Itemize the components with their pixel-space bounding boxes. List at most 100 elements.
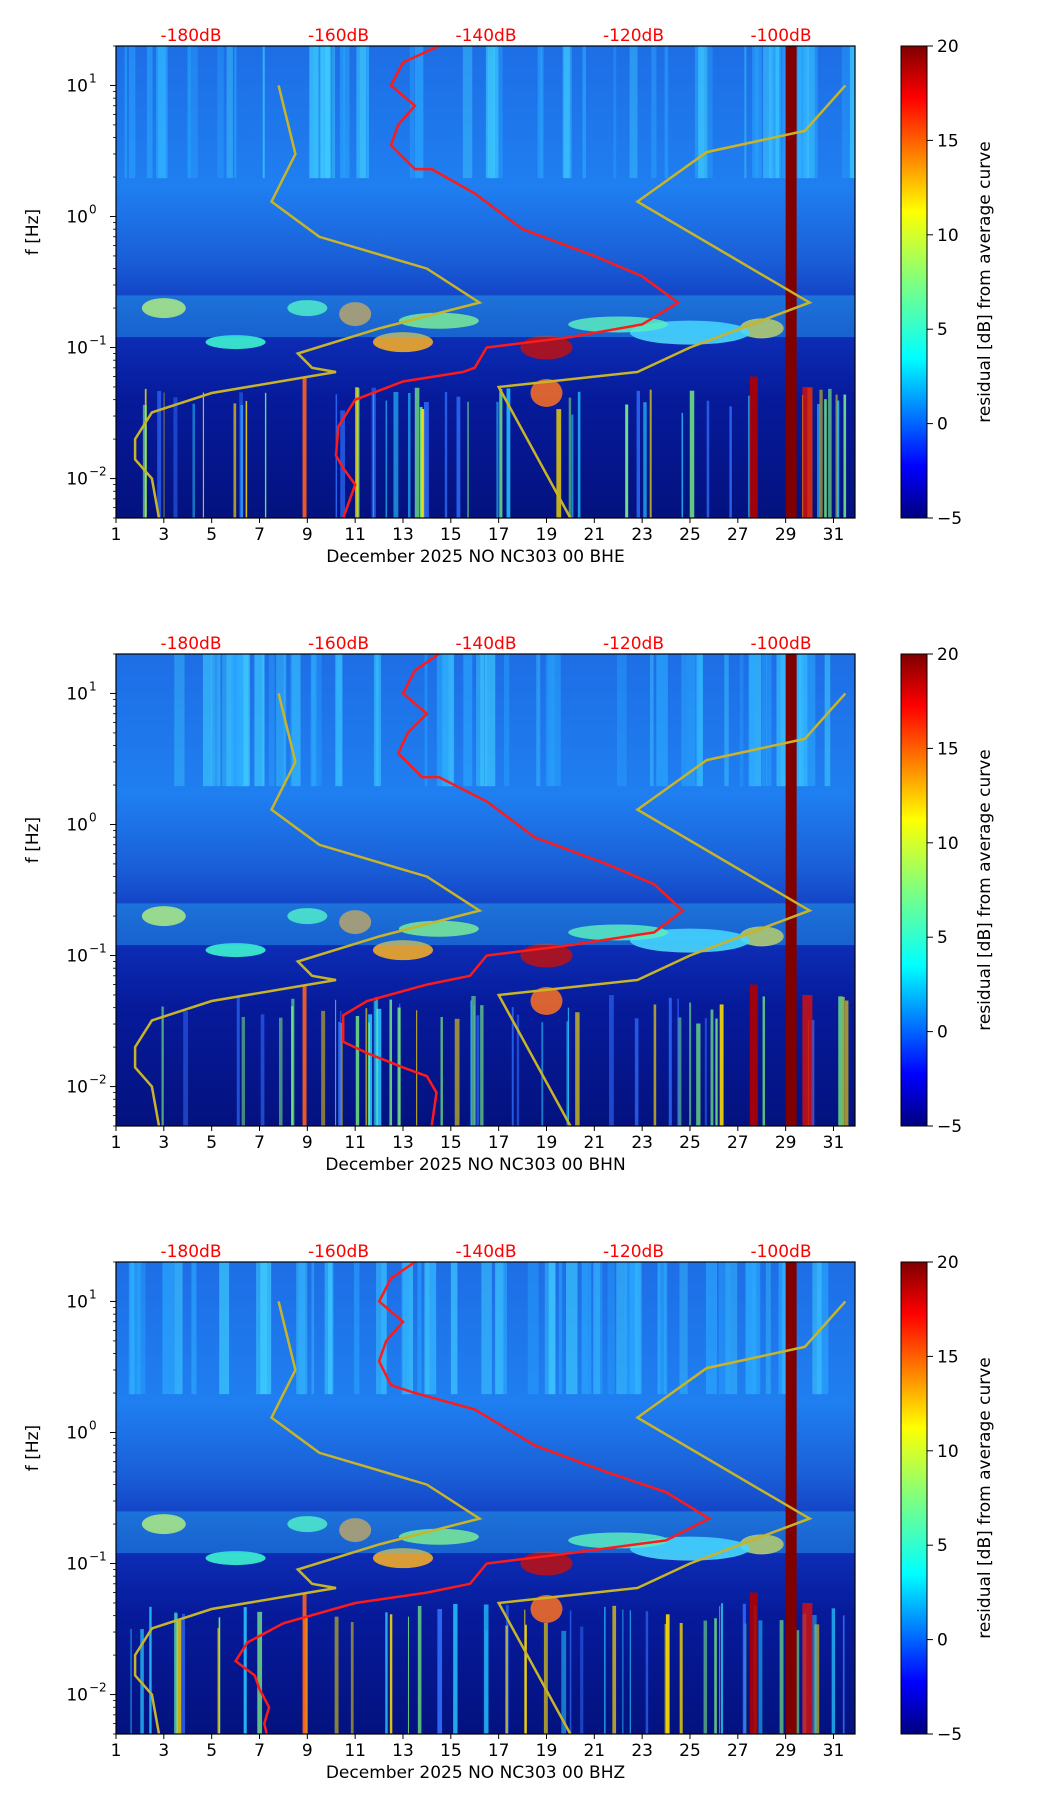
heatmap-stripe (359, 46, 367, 179)
heatmap-stripe (505, 1625, 508, 1734)
heatmap-stripe (192, 403, 196, 518)
heatmap-stripe (483, 1604, 489, 1734)
heatmap-stripe (689, 390, 695, 518)
plot-area (116, 46, 855, 518)
heatmap-stripe (779, 1620, 784, 1734)
heatmap-stripe (665, 1614, 670, 1734)
x-axis-label: December 2025 NO NC303 00 BHN (325, 1155, 625, 1175)
heatmap-stripe (543, 1622, 548, 1734)
y-tick-exponent: −1 (89, 334, 107, 348)
heatmap-stripe (291, 998, 295, 1126)
x-tick-label: 7 (254, 1741, 265, 1761)
heatmap-stripe (707, 46, 713, 179)
heatmap-stripe (331, 46, 336, 179)
heatmap-stripe (425, 1262, 437, 1395)
heatmap-hotspot (372, 332, 433, 353)
x-tick-label: 15 (440, 525, 462, 545)
heatmap-stripe (651, 46, 657, 179)
colorbar-tick-label: 20 (937, 1253, 959, 1273)
db-tick-label: -140dB (455, 26, 516, 46)
heatmap-stripe (650, 654, 654, 787)
heatmap-stripe (604, 1606, 606, 1734)
heatmap-gap-column (802, 994, 813, 1126)
heatmap-stripe (504, 654, 510, 787)
heatmap-stripe (187, 46, 192, 179)
heatmap-hotspot (568, 924, 669, 941)
heatmap-stripe (536, 654, 541, 787)
heatmap-stripe (819, 389, 823, 518)
x-tick-label: 3 (158, 525, 169, 545)
heatmap-stripe (710, 1009, 714, 1126)
heatmap-stripe (581, 1262, 589, 1395)
heatmap-stripe (202, 392, 205, 518)
heatmap-stripe (495, 1262, 504, 1395)
db-tick-label: -100dB (750, 1242, 811, 1262)
db-tick-label: -120dB (603, 634, 664, 654)
heatmap-stripe (645, 1611, 649, 1734)
heatmap-stripe (417, 1605, 422, 1734)
x-tick-label: 23 (631, 525, 653, 545)
x-tick-label: 29 (775, 1741, 797, 1761)
colorbar-tick-label: 5 (937, 928, 948, 948)
heatmap-stripe (357, 388, 360, 518)
y-tick-exponent: 0 (89, 202, 97, 216)
heatmap-stripe (355, 1016, 360, 1126)
heatmap-stripe (814, 1624, 820, 1734)
heatmap-stripe (340, 410, 346, 518)
heatmap-stripe (502, 1262, 507, 1395)
heatmap-stripe (844, 1000, 849, 1126)
heatmap-stripe (812, 1615, 817, 1734)
heatmap-stripe (612, 1605, 617, 1734)
db-tick-label: -160dB (308, 1242, 369, 1262)
heatmap-stripe (130, 1629, 132, 1734)
heatmap-stripe (174, 1262, 183, 1395)
x-tick-label: 15 (440, 1133, 462, 1153)
x-tick-label: 21 (583, 1741, 605, 1761)
heatmap-stripe (163, 392, 165, 518)
heatmap-stripe (812, 1262, 822, 1395)
y-tick-exponent: 1 (89, 71, 97, 85)
heatmap-stripe (183, 1011, 188, 1126)
heatmap-stripe (471, 996, 476, 1126)
psd-curve (341, 654, 685, 1126)
heatmap-stripe (803, 46, 815, 179)
x-tick-label: 27 (727, 525, 749, 545)
heatmap-hotspot (339, 910, 372, 935)
heatmap-hotspot (568, 316, 669, 333)
heatmap-stripe (567, 1007, 570, 1126)
heatmap-stripe (453, 1604, 458, 1734)
heatmap-stripe (649, 389, 652, 518)
heatmap-stripe (499, 388, 503, 518)
heatmap-stripe (751, 654, 756, 787)
heatmap-stripe (375, 996, 379, 1126)
heatmap-stripe (401, 1262, 409, 1395)
heatmap-stripe (423, 1262, 430, 1395)
heatmap-stripe (462, 46, 473, 179)
heatmap-stripe (257, 1611, 263, 1734)
heatmap-stripe (681, 412, 684, 518)
heatmap-stripe (762, 996, 766, 1126)
heatmap-stripe (725, 1262, 738, 1395)
heatmap-stripe (842, 996, 845, 1126)
heatmap-stripe (311, 654, 317, 787)
heatmap-stripe (705, 1262, 717, 1395)
heatmap-stripe (202, 654, 213, 787)
heatmap-stripe (668, 997, 672, 1126)
heatmap-stripe (343, 46, 350, 179)
heatmap-stripe (766, 654, 772, 787)
y-tick-label: 10 (66, 1555, 88, 1575)
heatmap-stripe (264, 392, 267, 518)
heatmap-stripe (393, 391, 399, 518)
heatmap-band (116, 1511, 855, 1554)
heatmap-stripe (173, 397, 178, 518)
heatmap-stripe (157, 390, 162, 518)
heatmap-stripe (376, 1008, 382, 1126)
heatmap-stripe (217, 46, 224, 179)
heatmap-stripe (417, 1262, 422, 1395)
y-tick-exponent: −1 (89, 1550, 107, 1564)
heatmap-stripe (290, 654, 298, 787)
x-axis-label: December 2025 NO NC303 00 BHZ (326, 1763, 625, 1783)
heatmap-stripe (752, 46, 763, 179)
heatmap-stripe (368, 1022, 370, 1126)
